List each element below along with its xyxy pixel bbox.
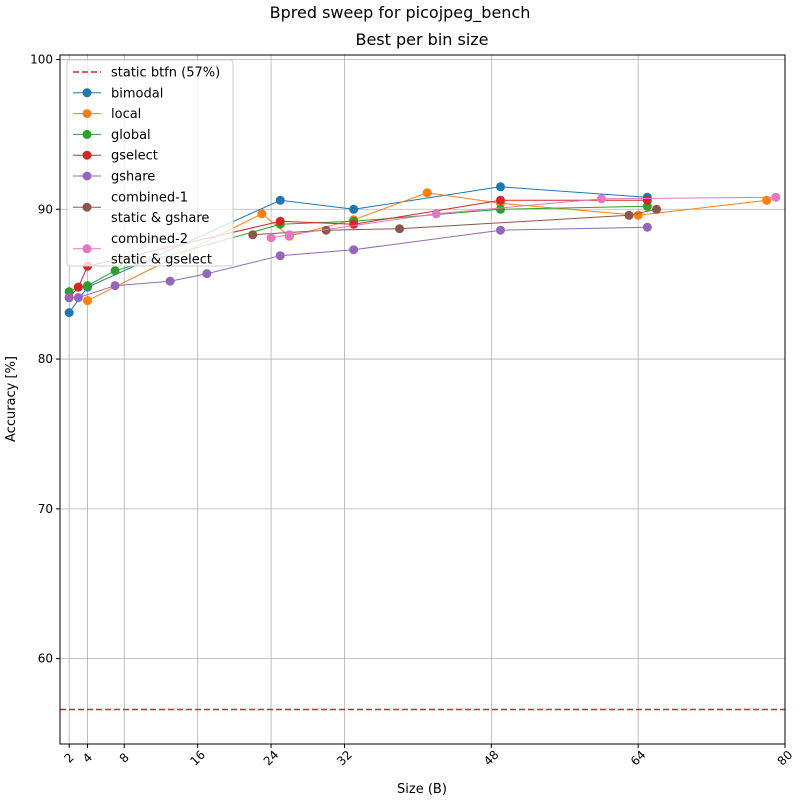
axes-frame [59,54,786,745]
data-point-bimodal [349,204,359,214]
data-point-global [496,204,506,214]
legend-marker-gshare [82,171,92,181]
legend-marker-global [82,129,92,139]
x-axis-label: Size (B) [397,782,447,797]
data-point-gshare [275,251,285,261]
data-point-bimodal [496,182,506,192]
data-point-combined-2 [266,233,276,243]
data-point-gselect [349,219,359,229]
data-point-gselect [73,282,83,292]
y-tick-label: 90 [38,202,53,216]
data-point-combined-1 [321,225,331,235]
data-point-gshare [202,269,212,279]
legend-box [66,59,234,267]
data-point-combined-1 [652,204,662,214]
data-point-gshare [165,276,175,286]
y-axis-ticks: 60 70 80 90 100 [30,52,60,666]
data-point-bimodal [64,308,74,318]
data-point-gshare [110,281,120,291]
data-point-gselect [642,195,652,205]
legend-label-bimodal: bimodal [111,86,163,101]
data-point-local [422,188,432,198]
data-point-combined-2 [596,194,606,204]
data-point-gshare [642,222,652,232]
y-tick-label: 80 [38,352,53,366]
legend-marker-combined-2 [82,244,92,254]
legend-label-combined-2: static & gselect [111,253,212,268]
legend-label-combined-2: combined-2 [111,232,188,247]
data-point-gselect [275,216,285,226]
data-point-bimodal [275,195,285,205]
data-point-gshare [496,225,506,235]
data-point-gshare [64,293,74,303]
legend-label-gshare: gshare [111,170,155,185]
data-point-combined-2 [431,209,441,219]
y-tick-label: 60 [38,652,53,666]
data-point-global [110,266,120,276]
y-tick-label: 100 [30,52,53,66]
legend-marker-gselect [82,150,92,160]
series-line-local [87,192,767,302]
legend: static btfn (57%) bimodal local global gsele… [66,59,234,268]
legend-label-static-btfn-57-: static btfn (57%) [111,66,220,81]
chart-title: Bpred sweep for picojpeg_bench [270,3,531,23]
plot-area [60,182,785,711]
legend-label-gselect: gselect [111,149,158,164]
legend-label-combined-1: combined-1 [111,190,188,205]
y-tick-label: 70 [38,502,53,516]
y-axis-label: Accuracy [%] [4,356,19,442]
data-point-local [762,195,772,205]
data-point-global [83,281,93,291]
legend-label-global: global [111,128,151,143]
data-point-local [83,296,93,306]
data-point-gshare [349,245,359,255]
legend-marker-bimodal [82,88,92,98]
data-point-gshare [73,293,83,303]
legend-label-local: local [111,107,141,122]
data-point-combined-1 [395,224,405,234]
data-point-combined-1 [248,230,258,240]
data-point-gselect [496,195,506,205]
legend-marker-local [82,109,92,119]
data-point-combined-2 [771,192,781,202]
data-point-local [257,209,267,219]
series-line-bimodal [68,186,648,313]
data-point-combined-2 [284,230,294,240]
legend-marker-combined-1 [82,202,92,212]
data-point-combined-1 [624,210,634,220]
legend-label-combined-1: static & gshare [111,211,209,226]
chart-subtitle: Best per bin size [355,30,488,49]
